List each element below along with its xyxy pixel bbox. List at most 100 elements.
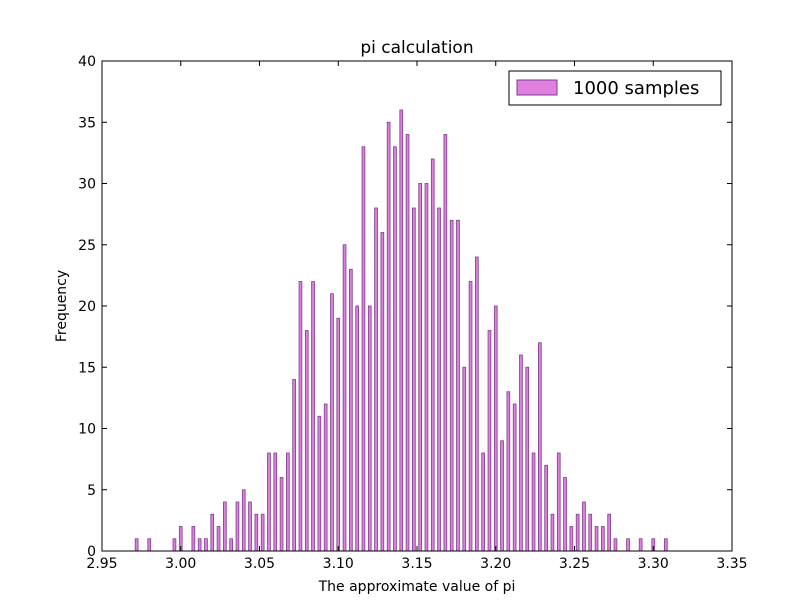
bar [235,501,240,552]
bar [405,134,410,552]
bar [304,330,309,552]
x-tick-label: 3.05 [244,556,275,572]
bar [462,366,467,552]
bar [204,538,208,552]
bar [512,403,517,552]
y-tick-label: 35 [78,115,96,131]
bar [519,354,523,552]
legend: 1000 samples [508,70,722,106]
y-tick-label: 10 [78,422,96,438]
bar [267,452,271,552]
bar [588,513,593,552]
bar [544,464,548,552]
bar [569,526,574,552]
y-tick-label: 20 [78,299,96,315]
bar [601,526,605,552]
bar [342,244,347,552]
bar [172,538,177,552]
y-tick-label: 30 [78,177,96,193]
bar [229,538,233,552]
x-tick-label: 3.30 [638,556,669,572]
bar [374,207,378,552]
plot-frame [101,60,733,552]
bar [664,538,668,552]
bar [286,452,290,552]
bar [607,513,611,552]
bar [500,440,504,552]
bar [531,452,536,552]
x-tick-label: 3.00 [165,556,196,572]
bar [355,305,359,552]
bar [556,452,561,552]
bar [386,121,391,552]
bar [475,256,479,552]
bar [279,477,284,552]
bar [626,538,630,552]
bar [248,501,252,552]
bar [210,513,215,552]
y-axis: 0 5 10 15 20 25 30 35 40 [78,54,732,560]
bar [311,281,315,552]
legend-label: 1000 samples [573,78,699,99]
y-tick-label: 0 [87,544,96,560]
bar [456,219,460,552]
legend-swatch [516,79,558,96]
bar [437,207,441,552]
y-tick-label: 15 [78,360,96,376]
bar [336,317,341,552]
bar [506,391,511,552]
bar [393,146,397,552]
bar [323,403,328,552]
y-tick-label: 25 [78,238,96,254]
bar [443,134,448,552]
bar [563,477,567,552]
bar [380,232,385,552]
x-tick-label: 3.25 [559,556,590,572]
bar [538,342,542,552]
x-tick-label: 3.35 [716,556,747,572]
bar [582,501,586,552]
y-tick-label: 40 [78,54,96,70]
bar [468,281,473,552]
bar [638,538,643,552]
x-tick-label: 3.10 [323,556,354,572]
bar [273,452,278,552]
x-tick-label: 3.15 [401,556,432,572]
y-axis-label: Frequency [54,270,70,342]
bar [449,219,454,552]
chart-title: pi calculation [360,38,473,58]
bar [399,109,404,552]
bar [216,526,221,552]
bar [134,538,139,552]
bar [361,146,366,552]
bar [241,489,246,552]
bar [493,305,498,552]
bar [223,501,227,552]
bar [412,207,416,552]
bar [481,452,485,552]
bar [298,281,303,552]
bars-group [134,109,668,552]
x-axis-label: The approximate value of pi [318,579,516,595]
bar [418,183,422,552]
bar [487,330,492,552]
bar [317,415,322,552]
bar [430,158,435,552]
x-axis: 2.95 3.00 3.05 3.10 3.15 3.20 3.25 3.30 3.35 [86,61,748,572]
bar [254,513,259,552]
bar [550,513,555,552]
bar [594,526,599,552]
legend-box [508,70,722,106]
bar [349,268,353,552]
bar [575,513,580,552]
bar [147,538,152,552]
bar [330,293,334,552]
bar [367,305,372,552]
x-tick-label: 3.20 [480,556,511,572]
y-tick-label: 5 [87,483,96,499]
bar [424,183,429,552]
bar [191,526,196,552]
x-tick-label: 2.95 [86,556,117,572]
bar [292,379,296,552]
